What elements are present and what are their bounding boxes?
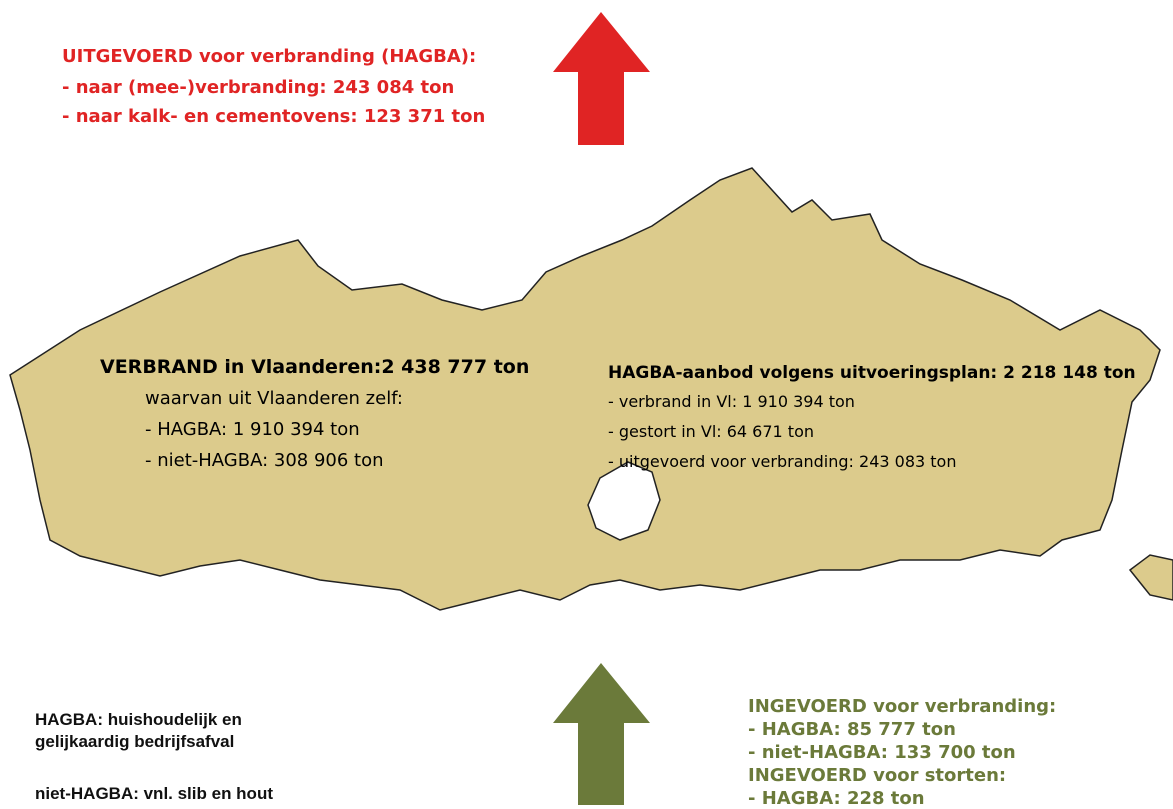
import-line: INGEVOERD voor storten:: [748, 765, 1007, 786]
legend-line: HAGBA: huishoudelijk en: [35, 710, 242, 729]
import-line: - HAGBA: 85 777 ton: [748, 719, 956, 740]
import-line: INGEVOERD voor verbranding:: [748, 696, 1057, 717]
burned-subheading: waarvan uit Vlaanderen zelf:: [145, 388, 403, 409]
import-line: - niet-HAGBA: 133 700 ton: [748, 742, 1016, 763]
export-heading: UITGEVOERD voor verbranding (HAGBA):: [62, 46, 477, 67]
legend-line: gelijkaardig bedrijfsafval: [35, 732, 235, 751]
supply-line: - gestort in Vl: 64 671 ton: [608, 422, 815, 441]
burned-line: - HAGBA: 1 910 394 ton: [145, 419, 360, 440]
import-arrow: [553, 663, 650, 805]
export-arrow: [553, 12, 650, 145]
flanders-region: [9, 167, 1161, 611]
flanders-fragment: [1128, 554, 1173, 601]
supply-heading: HAGBA-aanbod volgens uitvoeringsplan: 2 …: [608, 363, 1136, 383]
legend-line: niet-HAGBA: vnl. slib en hout: [35, 784, 273, 803]
burned-line: - niet-HAGBA: 308 906 ton: [145, 450, 384, 471]
export-line: - naar (mee-)verbranding: 243 084 ton: [62, 77, 455, 98]
supply-line: - verbrand in Vl: 1 910 394 ton: [608, 392, 855, 411]
burned-heading: VERBRAND in Vlaanderen:2 438 777 ton: [100, 356, 530, 378]
export-line: - naar kalk- en cementovens: 123 371 ton: [62, 106, 486, 127]
import-line: - HAGBA: 228 ton: [748, 788, 925, 809]
supply-line: - uitgevoerd voor verbranding: 243 083 t…: [608, 452, 957, 471]
